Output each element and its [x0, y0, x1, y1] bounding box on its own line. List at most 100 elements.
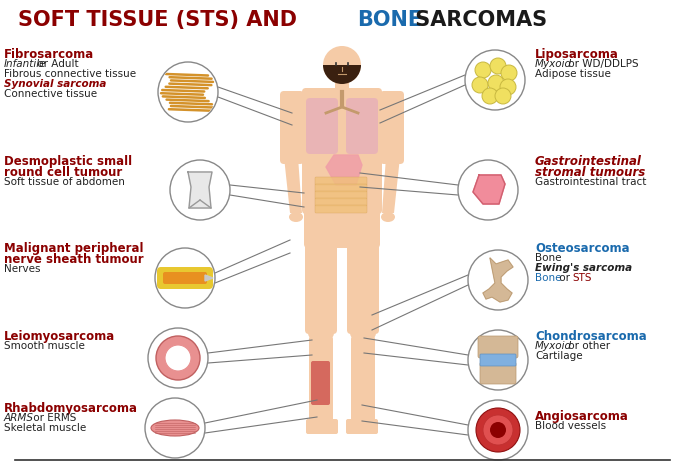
Text: Adipose tissue: Adipose tissue [535, 69, 611, 79]
FancyBboxPatch shape [304, 204, 380, 248]
Circle shape [155, 248, 215, 308]
Text: Infantile: Infantile [4, 59, 47, 69]
Text: Cartilage: Cartilage [535, 351, 583, 361]
Circle shape [472, 77, 488, 93]
Circle shape [488, 75, 504, 91]
Text: Bone: Bone [535, 273, 562, 283]
FancyBboxPatch shape [280, 91, 304, 164]
Text: Gastrointestinal tract: Gastrointestinal tract [535, 177, 647, 187]
Text: Leiomyosarcoma: Leiomyosarcoma [4, 330, 115, 343]
Text: Bone: Bone [535, 253, 562, 263]
Circle shape [148, 328, 208, 388]
Circle shape [165, 345, 191, 371]
Text: ARMS: ARMS [4, 413, 34, 423]
Polygon shape [205, 275, 213, 281]
Text: SARCOMAS: SARCOMAS [408, 10, 547, 30]
Circle shape [468, 250, 528, 310]
Text: or ERMS: or ERMS [30, 413, 76, 423]
FancyBboxPatch shape [346, 419, 378, 434]
Text: or: or [556, 273, 573, 283]
Text: STS: STS [572, 273, 592, 283]
FancyBboxPatch shape [480, 354, 516, 366]
Ellipse shape [350, 324, 376, 342]
FancyBboxPatch shape [306, 419, 338, 434]
Polygon shape [483, 258, 513, 302]
Circle shape [145, 398, 205, 458]
Circle shape [475, 62, 491, 78]
Circle shape [323, 46, 361, 84]
Text: or Adult: or Adult [34, 59, 79, 69]
Text: Blood vessels: Blood vessels [535, 421, 606, 431]
FancyBboxPatch shape [380, 91, 404, 164]
FancyBboxPatch shape [478, 336, 518, 358]
Text: Myxoid: Myxoid [535, 59, 572, 69]
FancyBboxPatch shape [346, 98, 378, 154]
Text: Osteosarcoma: Osteosarcoma [535, 242, 630, 255]
Circle shape [490, 422, 506, 438]
Text: Smooth muscle: Smooth muscle [4, 341, 85, 351]
FancyBboxPatch shape [163, 272, 207, 284]
FancyBboxPatch shape [480, 362, 516, 384]
Circle shape [458, 160, 518, 220]
Circle shape [495, 88, 511, 104]
Text: Skeletal muscle: Skeletal muscle [4, 423, 86, 433]
FancyBboxPatch shape [315, 184, 367, 192]
FancyBboxPatch shape [315, 177, 367, 185]
FancyBboxPatch shape [315, 191, 367, 199]
Text: Desmoplastic small: Desmoplastic small [4, 155, 132, 168]
Text: round cell tumour: round cell tumour [4, 166, 122, 179]
FancyBboxPatch shape [315, 198, 367, 206]
Circle shape [476, 408, 520, 452]
Polygon shape [473, 175, 505, 204]
FancyBboxPatch shape [309, 336, 333, 427]
Polygon shape [382, 157, 400, 213]
Text: nerve sheath tumour: nerve sheath tumour [4, 253, 144, 266]
Circle shape [482, 88, 498, 104]
Circle shape [170, 160, 230, 220]
Polygon shape [188, 172, 212, 208]
Text: Rhabdomyosarcoma: Rhabdomyosarcoma [4, 402, 138, 415]
Text: Gastrointestinal: Gastrointestinal [535, 155, 642, 168]
Text: Nerves: Nerves [4, 264, 40, 274]
FancyBboxPatch shape [311, 361, 330, 405]
Text: Angiosarcoma: Angiosarcoma [535, 410, 629, 423]
Ellipse shape [308, 324, 334, 342]
FancyBboxPatch shape [306, 98, 338, 154]
Text: or WD/DDLPS: or WD/DDLPS [565, 59, 638, 69]
Circle shape [500, 79, 516, 95]
Text: Myxoid: Myxoid [535, 341, 572, 351]
FancyBboxPatch shape [335, 81, 349, 93]
Wedge shape [323, 65, 361, 84]
Text: Soft tissue of abdomen: Soft tissue of abdomen [4, 177, 125, 187]
Text: or other: or other [565, 341, 610, 351]
Text: Connective tissue: Connective tissue [4, 89, 97, 99]
Ellipse shape [151, 420, 199, 436]
Circle shape [468, 330, 528, 390]
Circle shape [156, 336, 200, 380]
Text: Fibrous connective tissue: Fibrous connective tissue [4, 69, 136, 79]
FancyBboxPatch shape [302, 88, 382, 214]
Circle shape [465, 50, 525, 110]
Text: Chondrosarcoma: Chondrosarcoma [535, 330, 647, 343]
Text: Liposarcoma: Liposarcoma [535, 48, 619, 61]
Text: Fibrosarcoma: Fibrosarcoma [4, 48, 95, 61]
Circle shape [468, 400, 528, 460]
Text: Synovial sarcoma: Synovial sarcoma [4, 79, 106, 89]
FancyBboxPatch shape [347, 236, 379, 334]
Circle shape [501, 65, 517, 81]
Circle shape [490, 58, 506, 74]
Circle shape [483, 415, 513, 445]
Text: Ewing's sarcoma: Ewing's sarcoma [535, 263, 632, 273]
FancyBboxPatch shape [351, 336, 375, 427]
Polygon shape [284, 157, 302, 213]
Text: SOFT TISSUE (STS) AND: SOFT TISSUE (STS) AND [18, 10, 304, 30]
FancyBboxPatch shape [157, 267, 213, 289]
Ellipse shape [381, 212, 395, 222]
FancyBboxPatch shape [315, 205, 367, 213]
Circle shape [158, 62, 218, 122]
Polygon shape [326, 155, 362, 185]
FancyBboxPatch shape [305, 236, 337, 334]
Text: stromal tumours: stromal tumours [535, 166, 645, 179]
Ellipse shape [289, 212, 303, 222]
Text: Malignant peripheral: Malignant peripheral [4, 242, 143, 255]
